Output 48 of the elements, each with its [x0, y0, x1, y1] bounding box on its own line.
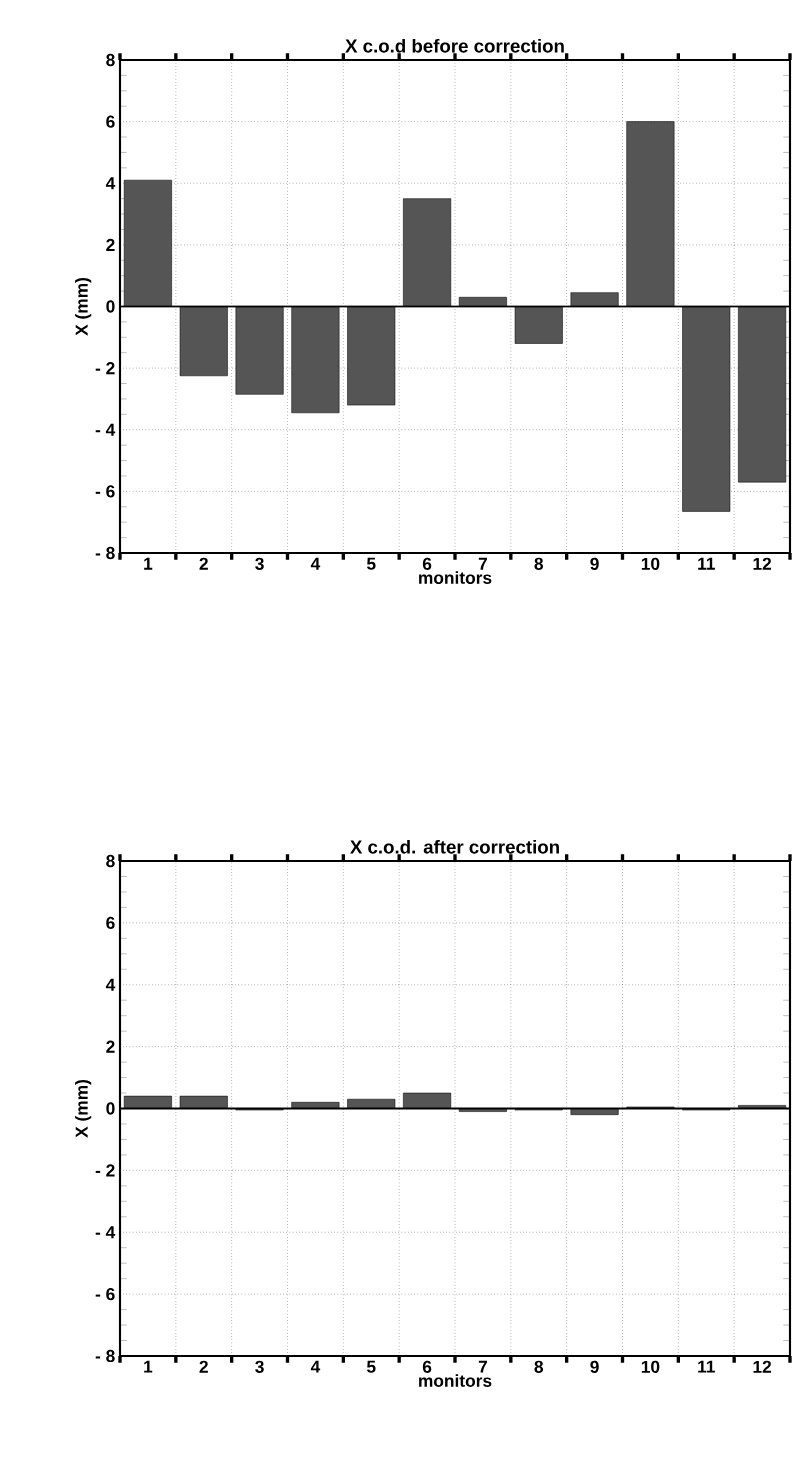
x-tick-label: 1: [144, 557, 153, 570]
y-tick-label: - 6: [95, 1287, 115, 1301]
y-tick-label: 2: [106, 238, 115, 251]
y-tick-label: 8: [106, 854, 115, 868]
y-axis-title: X (mm): [75, 1080, 92, 1138]
y-tick-label: - 6: [95, 485, 115, 498]
y-tick-label: 6: [106, 916, 115, 930]
y-tick-label: - 8: [95, 546, 115, 560]
y-tick-label: - 8: [95, 1349, 115, 1363]
x-tick-label: 12: [753, 1360, 772, 1373]
x-axis-title: monitors: [419, 571, 492, 584]
x-tick-label: 12: [753, 557, 772, 570]
y-tick-label: - 2: [95, 1164, 115, 1177]
x-tick-label: 6: [422, 1360, 432, 1373]
x-tick-label: 3: [255, 557, 264, 570]
x-tick-label: 8: [534, 1360, 544, 1373]
chart-title: X c.o.d before correction: [345, 38, 564, 53]
y-tick-label: 4: [105, 978, 116, 991]
x-tick-label: 6: [422, 557, 432, 570]
x-tick-label: 10: [641, 1360, 660, 1373]
chart-title: X c.o.d. after correction: [350, 839, 559, 854]
x-tick-label: 4: [310, 1360, 321, 1373]
y-tick-label: 0: [106, 300, 115, 313]
y-tick-label: - 4: [95, 423, 116, 436]
x-tick-label: 9: [590, 557, 599, 570]
x-tick-label: 3: [255, 1360, 264, 1373]
x-tick-label: 7: [478, 557, 487, 570]
x-tick-label: 11: [698, 557, 715, 570]
x-tick-label: 2: [199, 557, 208, 570]
x-tick-label: 1: [144, 1360, 153, 1373]
y-tick-label: 2: [106, 1040, 115, 1053]
x-axis-title: monitors: [419, 1374, 492, 1387]
y-tick-label: - 4: [95, 1226, 116, 1239]
x-tick-label: 5: [366, 557, 376, 570]
y-tick-label: - 2: [95, 362, 115, 375]
y-axis-title: X (mm): [75, 278, 92, 336]
y-tick-label: 6: [106, 115, 115, 128]
y-tick-label: 8: [106, 53, 115, 67]
x-tick-label: 8: [534, 557, 544, 570]
x-tick-label: 7: [478, 1360, 487, 1373]
x-tick-label: 9: [590, 1360, 599, 1373]
y-tick-label: 4: [105, 177, 116, 190]
x-tick-label: 2: [199, 1360, 208, 1373]
x-tick-label: 5: [366, 1360, 376, 1373]
x-tick-label: 10: [641, 557, 660, 570]
x-tick-label: 4: [310, 557, 321, 570]
x-tick-label: 11: [698, 1360, 715, 1373]
y-tick-label: 0: [106, 1102, 115, 1115]
